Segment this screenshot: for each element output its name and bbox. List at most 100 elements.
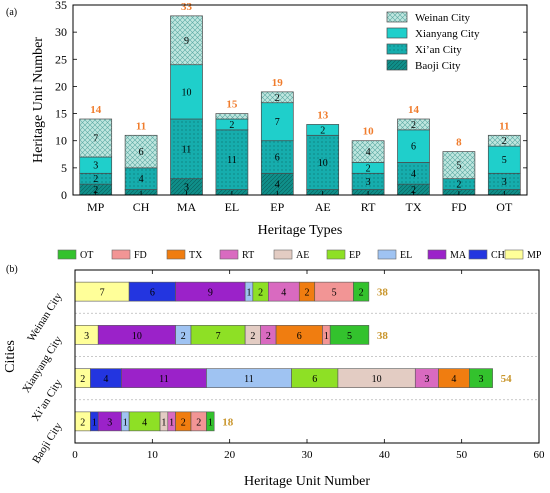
legend-label: OT xyxy=(80,250,93,261)
bar-segment xyxy=(351,140,385,163)
bar-segment xyxy=(397,118,430,131)
x-tick-label: 30 xyxy=(302,449,314,461)
bar-segment xyxy=(306,134,340,190)
total-label: 10 xyxy=(363,126,375,138)
segment-value-label: 5 xyxy=(502,155,507,166)
legend-label: CH xyxy=(491,250,505,261)
segment-value-label: 1 xyxy=(247,288,252,299)
bar-segment xyxy=(215,129,249,190)
x-tick-label: CH xyxy=(133,200,150,214)
segment-value-label: 4 xyxy=(366,147,371,158)
segment-value-label: 2 xyxy=(229,120,234,131)
segment-value-label: 2 xyxy=(181,331,186,342)
bar-segment xyxy=(215,113,249,120)
segment-value-label: 3 xyxy=(424,374,429,385)
y-axis-title: Heritage Unit Number xyxy=(31,37,46,163)
x-tick-label: EP xyxy=(270,200,284,214)
segment-value-label: 2 xyxy=(305,288,310,299)
segment-value-label: 4 xyxy=(411,169,416,180)
legend-swatch xyxy=(219,249,239,260)
x-tick-label: EL xyxy=(225,200,240,214)
segment-value-label: 1 xyxy=(169,417,174,428)
segment-value-label: 6 xyxy=(150,288,155,299)
segment-value-label: 2 xyxy=(366,163,371,174)
x-tick-label: 0 xyxy=(72,449,78,461)
x-axis-title: Heritage Unit Number xyxy=(244,474,370,489)
segment-value-label: 9 xyxy=(208,288,213,299)
segment-value-label: 3 xyxy=(184,182,189,193)
segment-value-label: 6 xyxy=(139,147,144,158)
segment-value-label: 2 xyxy=(266,331,271,342)
y-axis-title: Cities xyxy=(3,340,18,373)
x-axis-title: Heritage Types xyxy=(258,223,343,238)
segment-value-label: 9 xyxy=(184,36,189,47)
legend-label: MP xyxy=(527,250,542,261)
bar-segment xyxy=(170,15,203,66)
segment-value-label: 11 xyxy=(182,144,192,155)
total-label: 54 xyxy=(501,373,512,385)
y-tick-label: 0 xyxy=(61,188,67,202)
bar-segment xyxy=(487,134,521,147)
segment-value-label: 4 xyxy=(103,374,108,385)
bar-segment xyxy=(397,129,430,163)
segment-value-label: 10 xyxy=(318,158,328,169)
segment-value-label: 2 xyxy=(411,185,416,196)
segment-value-label: 2 xyxy=(359,288,364,299)
segment-value-label: 1 xyxy=(123,417,128,428)
total-label: 18 xyxy=(222,416,234,428)
segment-value-label: 4 xyxy=(142,417,147,428)
segment-value-label: 7 xyxy=(275,117,280,128)
segment-value-label: 2 xyxy=(456,180,461,191)
bar-segment xyxy=(79,118,113,158)
segment-value-label: 1 xyxy=(208,417,213,428)
legend-swatch xyxy=(386,27,408,39)
segment-value-label: 2 xyxy=(196,417,201,428)
legend-label: EL xyxy=(400,250,412,261)
segment-value-label: 11 xyxy=(244,374,254,385)
total-label: 14 xyxy=(90,104,102,116)
x-tick-label: 50 xyxy=(456,449,468,461)
bar-segment xyxy=(442,151,476,180)
segment-value-label: 3 xyxy=(93,161,98,172)
segment-value-label: 3 xyxy=(366,177,371,188)
segment-value-label: 1 xyxy=(324,331,329,342)
segment-value-label: 4 xyxy=(275,180,280,191)
segment-value-label: 6 xyxy=(275,153,280,164)
legend-label: EP xyxy=(349,250,361,261)
segment-value-label: 1 xyxy=(161,417,166,428)
x-tick-label: 60 xyxy=(534,449,546,461)
segment-value-label: 2 xyxy=(411,120,416,131)
bar-segment xyxy=(306,124,340,136)
total-label: 38 xyxy=(377,287,389,299)
bar-segment xyxy=(124,134,158,169)
legend-swatch xyxy=(386,59,408,71)
y-tick-label: 10 xyxy=(55,134,67,148)
segment-value-label: 2 xyxy=(181,417,186,428)
plot-frame xyxy=(72,4,528,196)
bar-segment xyxy=(206,411,215,432)
total-label: 14 xyxy=(408,104,420,116)
y-tick-label: 35 xyxy=(55,0,67,12)
y-tick-label: 20 xyxy=(55,79,67,93)
y-tick-label: 5 xyxy=(61,161,67,175)
x-tick-label: RT xyxy=(361,200,376,214)
segment-value-label: 5 xyxy=(347,331,352,342)
segment-value-label: 3 xyxy=(84,331,89,342)
x-tick-label: TX xyxy=(406,200,422,214)
legend-swatch xyxy=(386,11,408,23)
legend-swatch xyxy=(57,249,77,260)
segment-value-label: 6 xyxy=(411,142,416,153)
segment-value-label: 7 xyxy=(216,331,221,342)
x-tick-label: OT xyxy=(496,200,513,214)
segment-value-label: 7 xyxy=(100,288,105,299)
x-tick-label: AE xyxy=(315,200,331,214)
total-label: 15 xyxy=(226,99,238,111)
segment-value-label: 5 xyxy=(456,161,461,172)
legend-swatch xyxy=(427,249,447,260)
segment-value-label: 2 xyxy=(80,374,85,385)
total-label: 38 xyxy=(377,330,389,342)
bar-segment xyxy=(469,368,493,388)
segment-value-label: 3 xyxy=(502,177,507,188)
x-tick-label: FD xyxy=(451,200,467,214)
panel-b-label: (b) xyxy=(6,264,18,275)
